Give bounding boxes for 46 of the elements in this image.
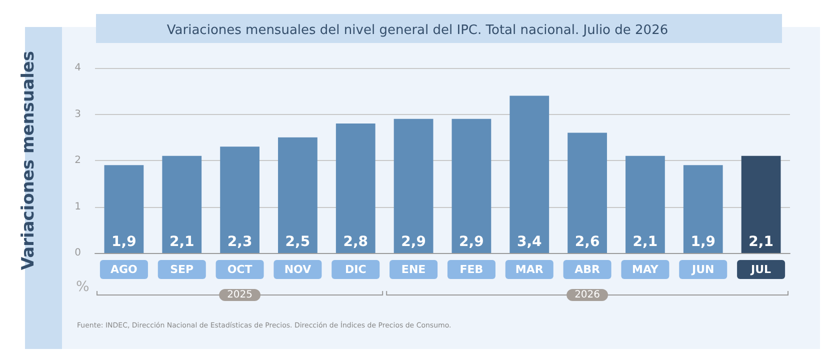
x-tick-label: DIC <box>344 263 366 276</box>
bar <box>510 96 550 253</box>
x-tick-label: JUN <box>691 263 714 276</box>
bar <box>162 156 202 253</box>
data-label: 1,9 <box>112 234 136 250</box>
text: 2025 <box>227 290 253 300</box>
data-label: 2,1 <box>748 234 774 250</box>
y-tick-label: 3 <box>74 108 81 120</box>
x-tick-label: MAY <box>632 263 660 276</box>
data-label: 2,6 <box>574 234 600 250</box>
bar <box>568 132 607 253</box>
bar <box>452 118 492 253</box>
y-tick-label: 1 <box>74 201 81 212</box>
data-label: 2,8 <box>343 234 368 250</box>
bar <box>394 118 434 253</box>
data-label: 3,4 <box>516 234 542 250</box>
bar <box>683 165 723 253</box>
bar <box>741 156 781 253</box>
x-tick-label: JUL <box>750 263 772 276</box>
y-tick-label: 2 <box>74 155 81 166</box>
data-label: 2,1 <box>632 234 658 250</box>
data-label: 2,9 <box>401 234 426 250</box>
x-tick-label: SEP <box>170 263 194 276</box>
x-tick-label: NOV <box>284 263 312 276</box>
bar <box>336 124 376 253</box>
bar <box>626 156 665 253</box>
x-tick-label: FEB <box>460 263 484 276</box>
x-tick-label: OCT <box>227 263 253 276</box>
y-axis-title: Variaciones mensuales <box>18 50 38 270</box>
text: 2026 <box>574 290 600 300</box>
chart-title: Variaciones mensuales del nivel general del IPC. Total nacional. Julio de 2026 <box>166 23 668 38</box>
y-tick-label: 0 <box>74 248 81 258</box>
x-tick-label: AGO <box>110 263 138 276</box>
bar <box>220 146 260 253</box>
data-label: 2,1 <box>169 234 194 250</box>
x-tick-label: ABR <box>574 263 600 276</box>
x-tick-label: MAR <box>515 263 544 276</box>
bar <box>104 165 144 253</box>
bar <box>278 137 318 253</box>
data-label: 2,3 <box>227 234 252 250</box>
text: % <box>76 279 90 295</box>
data-label: 2,9 <box>459 234 484 250</box>
data-label: 2,5 <box>285 234 310 250</box>
y-tick-label: 4 <box>74 62 81 74</box>
x-tick-label: ENE <box>401 263 426 276</box>
data-label: 1,9 <box>690 234 716 250</box>
